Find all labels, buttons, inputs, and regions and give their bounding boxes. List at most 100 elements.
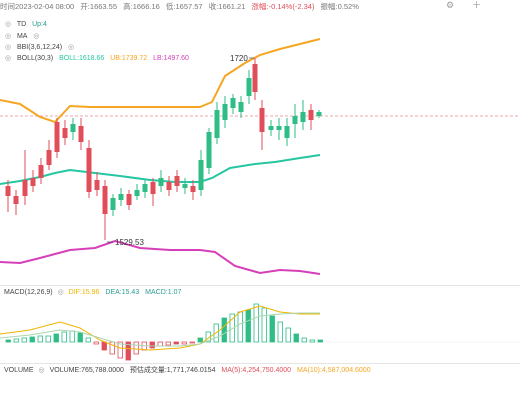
pane-divider <box>0 285 520 286</box>
candle-body <box>316 112 322 116</box>
candle-body <box>292 116 298 124</box>
macd-histogram-bar <box>285 327 291 343</box>
macd-histogram-bar <box>93 341 99 345</box>
candle-body <box>118 194 124 200</box>
candle-body <box>190 186 196 192</box>
macd-histogram-bar <box>269 315 275 343</box>
candle-body <box>276 126 282 130</box>
candle-body <box>222 104 228 120</box>
open-value: 开:1663.55 <box>80 2 118 11</box>
gear-icon[interactable]: ⚙ <box>446 0 455 10</box>
candle-body <box>308 110 314 120</box>
macd-histogram-bar <box>125 341 131 361</box>
candle-body <box>198 160 204 190</box>
eye-icon[interactable]: ◎ <box>4 21 12 28</box>
macd-histogram-bar <box>165 341 171 346</box>
boll-lower-band <box>0 239 321 275</box>
indicator-ma[interactable]: ◎ MA ◎ <box>4 32 40 42</box>
macd-histogram-bar <box>37 335 43 343</box>
high-value: 高:1666.16 <box>123 2 160 11</box>
candle-body <box>268 126 274 130</box>
indicator-boll[interactable]: ◎ BOLL(30,3) BOLL:1618.66 UB:1739.72 LB:… <box>4 54 189 64</box>
ma-eye-icon[interactable]: ◎ <box>33 33 40 40</box>
ohlc-header: 时间2023-02-04 08:00 开:1663.55 高:1666.16 低… <box>0 0 520 16</box>
pane-divider <box>0 363 520 364</box>
macd-histogram-bar <box>69 330 75 343</box>
macd-value: MACD:1.07 <box>145 289 182 296</box>
eye-icon[interactable]: ◎ <box>57 289 64 296</box>
candle-body <box>86 148 92 192</box>
candle-body <box>94 180 100 190</box>
low-annotation: 1529.53 <box>115 238 144 247</box>
boll-upper-band <box>0 38 321 124</box>
bbi-eye-icon[interactable]: ◎ <box>68 44 75 51</box>
bbi-name: BBI(3,6,12,24) <box>16 44 63 51</box>
volume-header: VOLUME ◎ VOLUME:765,788.0000 预估成交量:1,771… <box>0 365 520 377</box>
candle-body <box>206 132 212 168</box>
indicator-td[interactable]: ◎ TD Up:4 <box>4 20 47 30</box>
eye-icon[interactable]: ◎ <box>4 44 12 51</box>
boll-ub-value: UB:1739.72 <box>110 55 148 62</box>
macd-histogram-bar <box>253 303 259 343</box>
candle-body <box>300 112 306 122</box>
low-value: 低:1657.57 <box>165 2 203 11</box>
macd-name: MACD(12,26,9) <box>4 289 53 296</box>
macd-histogram-bar <box>149 341 155 349</box>
macd-histogram-bar <box>13 338 19 343</box>
close-value: 收:1661.21 <box>208 2 246 11</box>
macd-histogram-bar <box>53 333 59 343</box>
eye-icon[interactable]: ◎ <box>38 367 45 374</box>
candle-body <box>30 178 36 186</box>
dea-value: DEA:15.43 <box>105 289 140 296</box>
candle-body <box>110 198 116 210</box>
macd-histogram-bar <box>157 341 163 347</box>
macd-histogram-bar <box>309 339 315 343</box>
macd-histogram-bar <box>221 317 227 343</box>
macd-histogram-bar <box>245 309 251 343</box>
macd-histogram-bar <box>181 341 187 345</box>
candle-body <box>70 124 76 132</box>
macd-histogram-bar <box>317 339 323 343</box>
candle-body <box>174 176 180 186</box>
macd-histogram-bar <box>21 337 27 343</box>
candle-body <box>22 180 28 196</box>
candle-body <box>54 122 60 152</box>
macd-histogram-bar <box>189 341 195 344</box>
macd-histogram-bar <box>85 337 91 343</box>
td-name: TD <box>16 21 27 28</box>
macd-histogram-bar <box>133 341 139 355</box>
ma-name: MA <box>16 33 28 40</box>
time-value: 时间2023-02-04 08:00 <box>0 2 75 11</box>
high-annotation: 1720 <box>230 54 248 63</box>
candle-body <box>13 196 19 204</box>
candle-body <box>182 184 188 188</box>
indicator-bbi[interactable]: ◎ BBI(3,6,12,24) ◎ <box>4 43 74 53</box>
plus-icon[interactable]: ＋ <box>472 0 482 10</box>
dif-value: DIF:15.96 <box>68 289 100 296</box>
macd-histogram-bar <box>197 337 203 343</box>
macd-header: MACD(12,26,9) ◎ DIF:15.96 DEA:15.43 MACD… <box>0 287 520 299</box>
macd-histogram-bar <box>229 313 235 343</box>
ma5-value: MA(5):4,254,750.4000 <box>221 367 292 374</box>
candle-body <box>259 108 265 132</box>
boll-name: BOLL(30,3) <box>16 55 54 62</box>
macd-histogram-bar <box>117 341 123 359</box>
candle-body <box>62 128 68 138</box>
amplitude-value: 振幅:0.52% <box>320 2 359 11</box>
candle-body <box>78 126 84 142</box>
volume-value: VOLUME:765,788.0000 <box>49 367 124 374</box>
boll-lb-value: LB:1497.60 <box>153 55 189 62</box>
eye-icon[interactable]: ◎ <box>4 55 12 62</box>
candle-body <box>5 186 11 196</box>
volume-name: VOLUME <box>4 367 34 374</box>
macd-histogram-bar <box>293 333 299 343</box>
ma10-value: MA(10):4,587,004.6000 <box>297 367 371 374</box>
macd-dea-line <box>0 312 320 347</box>
candle-body <box>284 126 290 138</box>
macd-histogram-bar <box>61 331 67 343</box>
candle-body <box>214 110 220 138</box>
eye-icon[interactable]: ◎ <box>4 33 12 40</box>
candle-body <box>230 98 236 108</box>
boll-mid-value: BOLL:1618.66 <box>59 55 105 62</box>
